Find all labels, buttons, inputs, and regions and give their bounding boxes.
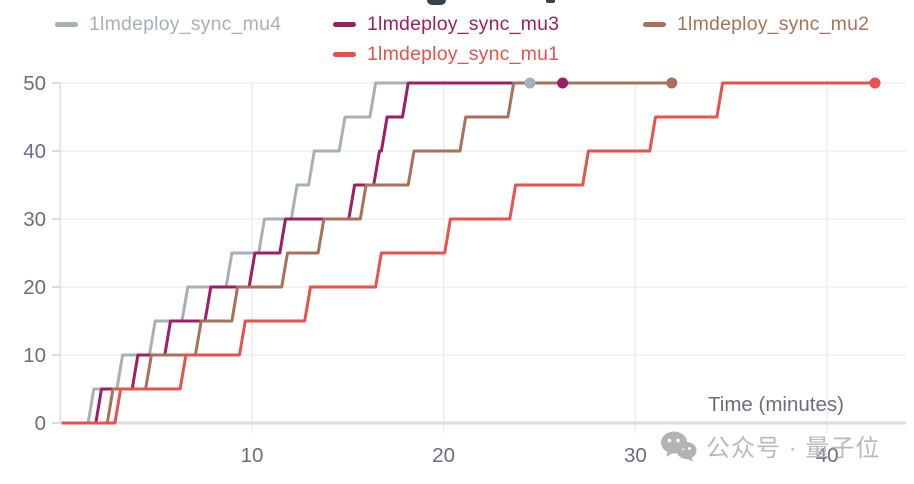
series-line-1lmdeploy_sync_mu4 (61, 81, 532, 425)
legend-label-mu1: 1lmdeploy_sync_mu1 (367, 42, 560, 65)
legend-swatch-mu2 (643, 21, 666, 27)
cropped-title-fragment (546, 0, 555, 3)
series-end-marker-1lmdeploy_sync_mu2 (666, 77, 678, 89)
legend-item-mu2: 1lmdeploy_sync_mu2 (643, 11, 869, 37)
cropped-title-fragment (427, 0, 446, 5)
x-tick-label: 40 (816, 444, 839, 467)
y-tick-label: 40 (23, 140, 46, 163)
legend-swatch-mu1 (333, 51, 356, 57)
y-tick-label: 20 (23, 276, 46, 299)
legend-label-mu2: 1lmdeploy_sync_mu2 (677, 12, 870, 35)
x-tick-label: 10 (241, 444, 264, 467)
y-tick-label: 10 (23, 344, 46, 367)
x-tick-label: 20 (432, 444, 455, 467)
series-line-1lmdeploy_sync_mu3 (61, 81, 565, 425)
legend-item-mu1: 1lmdeploy_sync_mu1 (333, 41, 559, 67)
series-line-1lmdeploy_sync_mu1 (61, 81, 877, 425)
series-end-marker-1lmdeploy_sync_mu4 (524, 77, 536, 89)
legend-item-mu3: 1lmdeploy_sync_mu3 (333, 11, 559, 37)
legend-label-mu4: 1lmdeploy_sync_mu4 (89, 12, 282, 35)
y-tick-label: 30 (23, 208, 46, 231)
series-end-marker-1lmdeploy_sync_mu3 (557, 77, 569, 89)
legend-label-mu3: 1lmdeploy_sync_mu3 (367, 12, 560, 35)
wechat-icon (661, 431, 697, 461)
legend-item-mu4: 1lmdeploy_sync_mu4 (55, 11, 281, 37)
legend-swatch-mu3 (333, 21, 356, 27)
watermark-text: 公众号 · 量子位 (706, 435, 881, 462)
y-tick-label: 50 (23, 72, 46, 95)
legend-swatch-mu4 (55, 21, 78, 27)
series-end-marker-1lmdeploy_sync_mu1 (869, 77, 881, 89)
series-line-1lmdeploy_sync_mu2 (61, 81, 674, 425)
y-tick-label: 0 (35, 412, 46, 435)
x-axis-title: Time (minutes) (708, 393, 844, 416)
x-tick-label: 30 (624, 444, 647, 467)
watermark: 公众号 · 量子位 (660, 428, 880, 463)
